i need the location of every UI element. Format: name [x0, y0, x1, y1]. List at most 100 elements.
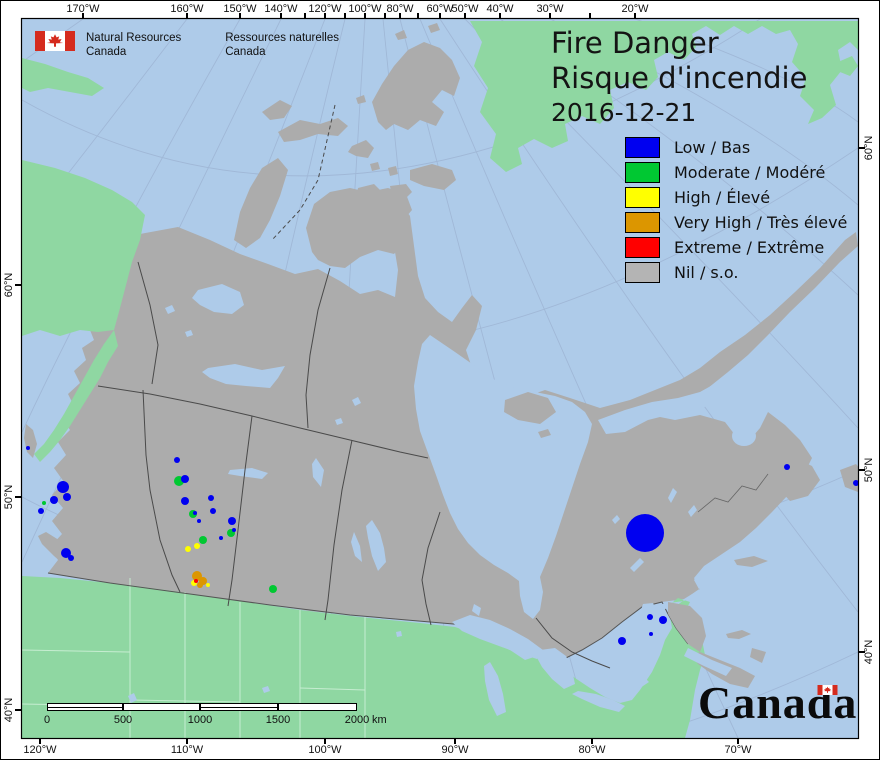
greenland	[470, 21, 858, 172]
longitude-label: 40°W	[486, 3, 514, 15]
scale-bar-tick-label: 2000	[344, 714, 370, 726]
fire-danger-point-low	[197, 519, 201, 523]
tick-mark	[499, 13, 501, 19]
gulf-st-lawrence	[682, 530, 795, 640]
agency-en-line1: Natural Resources	[86, 32, 182, 44]
tick-mark	[186, 13, 188, 19]
border-nt-nu	[305, 267, 331, 429]
fire-danger-point-low	[208, 495, 214, 501]
tick-mark	[239, 13, 241, 19]
scale-bar-tick-label: 1500	[265, 714, 291, 726]
new-brunswick	[668, 602, 706, 652]
fire-danger-point-low	[63, 493, 71, 501]
lake-superior	[452, 615, 543, 659]
fire-danger-point-low	[784, 464, 790, 470]
fire-danger-point-extreme	[194, 579, 198, 583]
fire-danger-point-low	[853, 480, 858, 486]
legend-item-extreme: Extreme / Extrême	[625, 235, 847, 260]
longitude-label: 100°W	[348, 3, 382, 15]
tick-mark	[280, 13, 282, 19]
tick-mark	[15, 496, 21, 498]
melville-island	[278, 118, 348, 142]
agency-fr-line1: Ressources naturelles	[225, 32, 340, 44]
fire-danger-point-low	[174, 457, 180, 463]
legend-label-low: Low / Bas	[674, 138, 751, 157]
lake-winnipegosis	[351, 532, 362, 562]
longitude-label: 110°W	[170, 744, 204, 756]
legend-item-high: High / Élevé	[625, 185, 847, 210]
fire-danger-point-moderate	[269, 585, 277, 593]
title-date: 2016-12-21	[551, 98, 697, 127]
fire-danger-point-high	[206, 583, 210, 587]
tick-mark	[82, 13, 84, 19]
map-title: Fire Danger Risque d'incendie 2016-12-21	[551, 26, 807, 129]
southampton-island	[504, 392, 556, 424]
tick-mark	[859, 651, 865, 653]
tick-mark	[859, 469, 865, 471]
state-borders	[22, 578, 366, 738]
scale-bar-tick-label: 0	[43, 714, 51, 726]
fire-danger-point-low	[647, 614, 653, 620]
lake-erie	[572, 691, 625, 712]
latitude-label: 60°N	[3, 272, 15, 298]
bathurst-island	[348, 140, 374, 158]
tick-mark	[417, 13, 419, 19]
cape-breton	[750, 648, 766, 663]
tick-mark	[186, 738, 188, 744]
fire-danger-point-high	[194, 543, 200, 549]
tick-mark	[634, 13, 636, 19]
lake-mistassini	[630, 558, 644, 572]
fire-danger-point-low	[26, 446, 30, 450]
fire-danger-point-moderate	[199, 536, 207, 544]
canada-wordmark: Canada	[698, 676, 857, 729]
ellesmere-island	[372, 42, 460, 130]
legend-label-nil: Nil / s.o.	[674, 263, 739, 282]
longitude-label: 70°W	[724, 744, 752, 756]
border-sk-mb	[324, 439, 353, 621]
tick-mark	[384, 13, 386, 19]
fire-danger-point-low	[61, 548, 71, 558]
tick-mark	[324, 13, 326, 19]
title-fr: Risque d'incendie	[551, 61, 808, 95]
st-lawrence	[600, 514, 780, 648]
fire-danger-point-very_high	[197, 582, 203, 588]
wordmark-flag-icon	[817, 685, 838, 695]
tick-mark	[344, 13, 346, 19]
border-60n	[97, 385, 429, 459]
scale-bar-tick-label: 500	[113, 714, 133, 726]
lake-michigan	[484, 662, 506, 716]
longitude-label: 80°W	[578, 744, 606, 756]
fire-danger-point-low	[181, 475, 189, 483]
legend-swatch-low	[625, 137, 660, 158]
somerset-island	[390, 184, 412, 200]
scale-bar-segment	[278, 703, 357, 711]
agency-name-fr: Ressources naturelles Canada	[225, 31, 339, 59]
great-slave-lake	[202, 364, 285, 388]
devon-island	[410, 164, 456, 190]
border-nu-islands	[271, 104, 336, 241]
victoria-island	[306, 188, 412, 268]
tick-mark	[737, 738, 739, 744]
legend-item-nil: Nil / s.o.	[625, 260, 847, 285]
fire-danger-point-low	[232, 528, 236, 532]
lake-winnipeg	[366, 520, 386, 571]
border-bc-ab	[142, 389, 181, 593]
longitude-label: 100°W	[308, 744, 342, 756]
fire-danger-point-low	[626, 514, 664, 552]
fire-danger-point-very_high	[192, 571, 202, 581]
legend-item-very_high: Very High / Très élevé	[625, 210, 847, 235]
legend-label-high: High / Élevé	[674, 188, 771, 207]
hudson-strait	[598, 354, 762, 434]
anticosti-island	[734, 556, 768, 567]
agency-name-en: Natural Resources Canada	[86, 31, 181, 59]
reindeer-lake	[312, 458, 324, 487]
fire-danger-point-low	[228, 517, 236, 525]
alaska-panhandle	[34, 330, 118, 462]
longitude-label: 30°W	[536, 3, 564, 15]
province-borders	[97, 104, 769, 669]
fire-danger-point-low	[181, 497, 189, 505]
fire-danger-point-low	[659, 616, 667, 624]
agency-fr-line2: Canada	[225, 46, 266, 58]
alaska	[22, 160, 145, 336]
